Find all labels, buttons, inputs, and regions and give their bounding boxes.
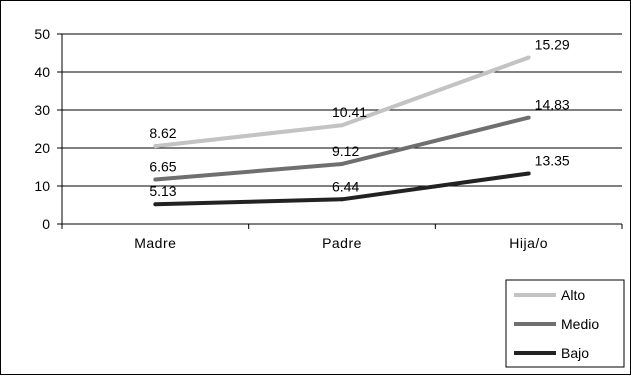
data-labels: 8.62 10.41 15.29 6.65 9.12 14.83 5.13 6.44 13.35 (149, 37, 570, 200)
data-label-medio: 6.65 (149, 159, 176, 175)
data-point-medio (526, 115, 531, 120)
data-point-alto (526, 55, 531, 60)
data-label-medio: 14.83 (535, 97, 570, 113)
data-point-bajo (340, 197, 344, 202)
data-point-alto (153, 144, 158, 149)
y-tick-label: 0 (42, 216, 50, 232)
legend-label-medio: Medio (561, 316, 599, 332)
y-tick-label: 10 (34, 178, 50, 194)
data-label-bajo: 13.35 (535, 152, 570, 168)
data-point-medio (153, 177, 158, 182)
legend: Alto Medio Bajo (505, 279, 625, 368)
data-label-alto: 15.29 (535, 37, 570, 53)
data-label-medio: 9.12 (332, 143, 359, 159)
data-label-alto: 8.62 (149, 125, 176, 141)
axes: 0 10 20 30 40 50 Madre Padre Hija/o (34, 26, 623, 251)
data-point-alto (340, 123, 344, 128)
y-tick-label: 20 (34, 140, 50, 156)
y-tick-label: 50 (34, 26, 50, 42)
x-tick-label: Padre (322, 235, 362, 251)
data-label-bajo: 6.44 (332, 178, 359, 194)
data-point-bajo (526, 171, 531, 176)
y-tick-label: 40 (34, 64, 50, 80)
data-label-alto: 10.41 (332, 104, 367, 120)
legend-label-alto: Alto (561, 287, 585, 303)
y-tick-label: 30 (34, 102, 50, 118)
legend-label-bajo: Bajo (561, 345, 589, 361)
x-tick-label: Hija/o (509, 235, 548, 251)
data-point-bajo (153, 202, 158, 207)
data-label-bajo: 5.13 (149, 183, 176, 199)
data-point-medio (340, 161, 344, 166)
series-lines (153, 55, 531, 207)
x-tick-label: Madre (134, 235, 176, 251)
